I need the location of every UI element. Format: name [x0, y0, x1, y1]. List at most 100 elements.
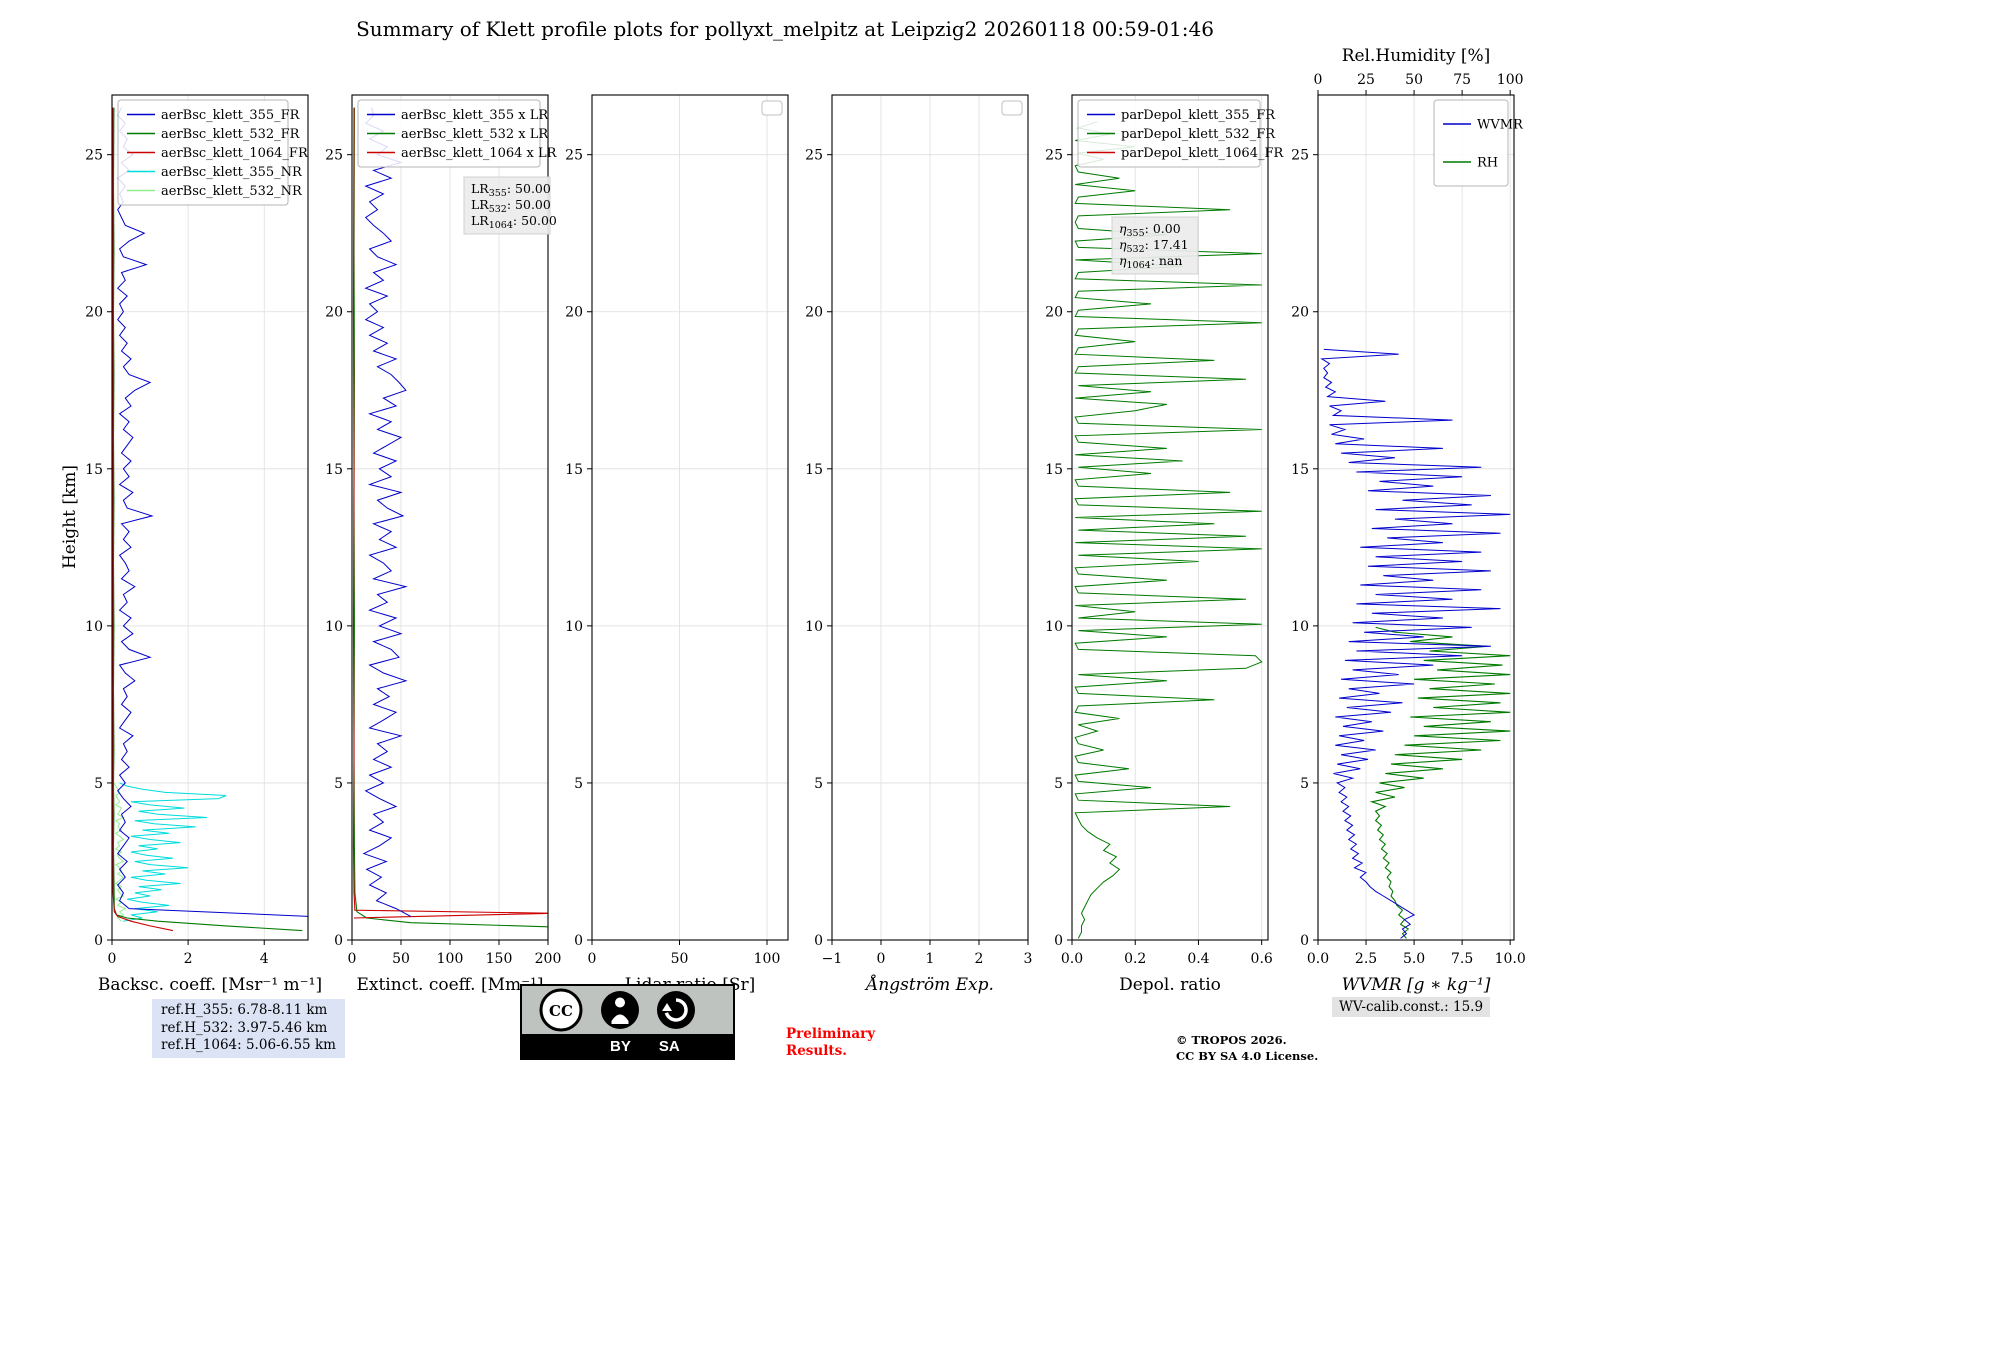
- cc-badge-icons: CC: [522, 986, 733, 1034]
- x-tick-label: 4: [260, 951, 269, 967]
- panel-backscatter: 0 2 4 0 5 10 15 20 25 Backsc. coeff. [Msr⁻¹ m⁻¹] a…: [85, 94, 322, 995]
- legend-label: RH: [1477, 156, 1498, 171]
- y-tick-label: 25: [805, 148, 823, 164]
- cc-badge-bar: BY SA: [522, 1034, 733, 1058]
- y-tick-label: 0: [1300, 933, 1309, 949]
- legend-box: [117, 99, 289, 206]
- series-aerBsc_klett_355_NR: [119, 782, 227, 922]
- x-tick-label: 100: [437, 951, 464, 967]
- preliminary-note: Preliminary Results.: [786, 1026, 875, 1060]
- y-tick-label: 25: [1291, 148, 1309, 164]
- y-tick-label: 20: [1045, 305, 1063, 321]
- panel-angstroem: −1 0 1 2 3 0 5 10 15 20 25 Ångström Exp.: [805, 94, 1033, 995]
- y-tick-label: 20: [325, 305, 343, 321]
- x-axis-label: Backsc. coeff. [Msr⁻¹ m⁻¹]: [98, 975, 322, 995]
- series-aerExt_klett_355: [362, 107, 412, 917]
- ref-height-532: ref.H_532: 3.97-5.46 km: [161, 1019, 328, 1036]
- annotation-line: η355: 0.00: [1119, 221, 1181, 239]
- legend-label: WVMR: [1477, 118, 1524, 133]
- y-tick-label: 10: [1291, 619, 1309, 635]
- legend-box: [357, 99, 541, 168]
- cc-by-label: BY: [610, 1037, 631, 1055]
- legend-label: aerBsc_klett_355_NR: [161, 165, 303, 180]
- panel-wvmr: 0.0 2.5 5.0 7.5 10.0 0 5 10 15 20 25 0 25 50 75 100 Rel.…: [1291, 46, 1526, 995]
- series-group: [112, 107, 308, 932]
- x-axis-label: WVMR [g ∗ kg⁻¹]: [1342, 975, 1491, 995]
- legend-label: aerBsc_klett_355 x LR: [401, 108, 549, 123]
- x-tick-label: 2: [975, 951, 984, 967]
- top-tick-label: 75: [1453, 72, 1471, 88]
- copyright-line1: © TROPOS 2026.: [1176, 1033, 1287, 1047]
- cc-license-badge: CC BY SA: [520, 984, 735, 1060]
- x-tick-label: 1: [926, 951, 935, 967]
- axes-frame: [1317, 94, 1515, 941]
- x-tick-label: 50: [392, 951, 410, 967]
- ref-height-1064: ref.H_1064: 5.06-6.55 km: [161, 1037, 336, 1054]
- legend-label: parDepol_klett_532_FR: [1121, 127, 1276, 142]
- y-tick-label: 0: [814, 933, 823, 949]
- annotation-line: η1064: nan: [1119, 253, 1182, 271]
- series-group: [1320, 348, 1511, 939]
- x-tick-label: 0.6: [1251, 951, 1273, 967]
- x-tick-label: −1: [822, 951, 843, 967]
- y-tick-label: 15: [325, 462, 343, 478]
- top-tick-label: 0: [1314, 72, 1323, 88]
- x-tick-label: 5.0: [1403, 951, 1425, 967]
- preliminary-line2: Results.: [786, 1042, 847, 1059]
- x-tick-label: 0.0: [1061, 951, 1083, 967]
- x-tick-label: 0.0: [1307, 951, 1329, 967]
- figure-title: Summary of Klett profile plots for polly…: [356, 17, 1214, 41]
- y-tick-label: 0: [94, 933, 103, 949]
- y-tick-label: 5: [334, 776, 343, 792]
- legend-label: aerBsc_klett_532_NR: [161, 184, 303, 199]
- x-tick-label: 0: [588, 951, 597, 967]
- legend-box: [1433, 99, 1509, 187]
- annotation-line: LR532: 50.00: [471, 197, 551, 215]
- x-tick-label: 0.2: [1124, 951, 1146, 967]
- y-tick-label: 25: [565, 148, 583, 164]
- top-tick-label: 100: [1497, 72, 1524, 88]
- top-tick-label: 50: [1405, 72, 1423, 88]
- y-tick-label: 15: [85, 462, 103, 478]
- legend-label: aerBsc_klett_532 x LR: [401, 127, 549, 142]
- legend-empty: [1001, 100, 1023, 116]
- copyright-note: © TROPOS 2026. CC BY SA 4.0 License.: [1176, 1033, 1318, 1064]
- legend-empty: [761, 100, 783, 116]
- series-group: [352, 107, 548, 928]
- panel-lidar-ratio: 0501000510152025Lidar ratio [Sr]: [565, 94, 789, 995]
- attribution-person-icon: [601, 991, 639, 1029]
- annotation-box: [463, 176, 551, 235]
- y-tick-label: 25: [85, 148, 103, 164]
- x-tick-label: 10.0: [1495, 951, 1526, 967]
- panel-extinction: 0 50 100 150 200 0 5 10 15 20 25 Extinct. coeff. [M…: [325, 94, 562, 995]
- wv-calibration-note: WV-calib.const.: 15.9: [1332, 997, 1491, 1017]
- cc-sa-label: SA: [658, 1037, 680, 1055]
- legend-box: [1077, 99, 1261, 168]
- series-aerBsc_klett_532_NR: [113, 782, 127, 922]
- y-tick-label: 10: [325, 619, 343, 635]
- y-tick-label: 5: [1054, 776, 1063, 792]
- x-tick-label: 0: [348, 951, 357, 967]
- legend-label: parDepol_klett_355_FR: [1121, 108, 1276, 123]
- x-tick-label: 150: [486, 951, 513, 967]
- legend-label: aerBsc_klett_532_FR: [161, 127, 301, 142]
- cc-icon: CC: [539, 988, 583, 1032]
- y-tick-label: 20: [1291, 305, 1309, 321]
- panel-depol: 0.0 0.2 0.4 0.6 0 5 10 15 20 25 Depol. ratio parDep…: [1045, 94, 1284, 995]
- share-alike-icon: [657, 991, 695, 1029]
- x-tick-label: 3: [1024, 951, 1033, 967]
- y-tick-label: 5: [574, 776, 583, 792]
- series-aerBsc_klett_532_FR: [112, 107, 303, 932]
- y-tick-label: 15: [565, 462, 583, 478]
- x-tick-label: 2.5: [1355, 951, 1377, 967]
- annotation-box: [1111, 216, 1199, 275]
- annotation-line: η532: 17.41: [1119, 237, 1189, 255]
- series-RH: [1369, 626, 1511, 939]
- x-tick-label: 200: [535, 951, 562, 967]
- x-tick-label: 100: [754, 951, 781, 967]
- copyright-line2: CC BY SA 4.0 License.: [1176, 1048, 1319, 1063]
- x-tick-label: 0: [877, 951, 886, 967]
- top-tick-label: 25: [1357, 72, 1375, 88]
